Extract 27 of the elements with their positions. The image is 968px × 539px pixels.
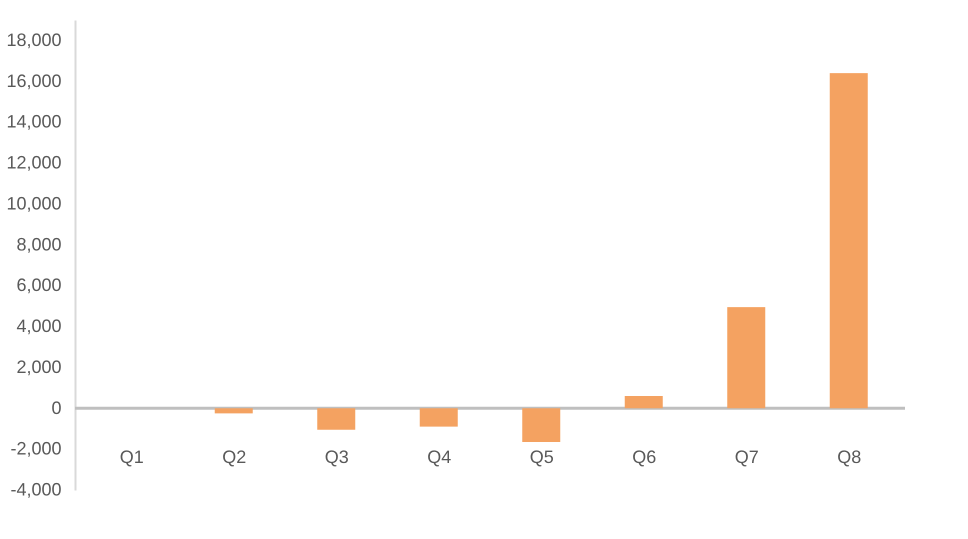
bar: [727, 307, 766, 408]
bar: [420, 408, 458, 427]
y-tick-label: 10,000: [6, 193, 62, 214]
y-tick-label: 16,000: [6, 70, 62, 91]
bar: [830, 73, 868, 408]
y-tick-label: -2,000: [10, 438, 62, 459]
y-tick-label: 4,000: [16, 316, 62, 336]
x-tick-label: Q2: [222, 446, 246, 467]
x-tick-label: Q3: [324, 446, 349, 467]
y-tick-label: 8,000: [16, 234, 62, 254]
y-tick-label: 6,000: [16, 275, 62, 296]
bar: [317, 408, 356, 430]
y-tick-label: 18,000: [6, 30, 62, 50]
x-tick-label: Q8: [837, 446, 862, 467]
y-tick-label: 0: [51, 398, 62, 418]
bar: [214, 408, 253, 414]
x-tick-label: Q6: [632, 446, 656, 467]
bar: [522, 408, 560, 442]
y-tick-label: -4,000: [10, 480, 62, 500]
x-tick-label: Q4: [427, 446, 452, 467]
bar: [624, 396, 663, 408]
x-tick-label: Q1: [120, 446, 144, 467]
y-tick-label: 2,000: [16, 356, 62, 377]
y-tick-label: 14,000: [6, 112, 62, 132]
x-tick-label: Q5: [530, 446, 554, 467]
y-tick-label: 12,000: [6, 152, 62, 173]
x-tick-label: Q7: [734, 446, 759, 467]
